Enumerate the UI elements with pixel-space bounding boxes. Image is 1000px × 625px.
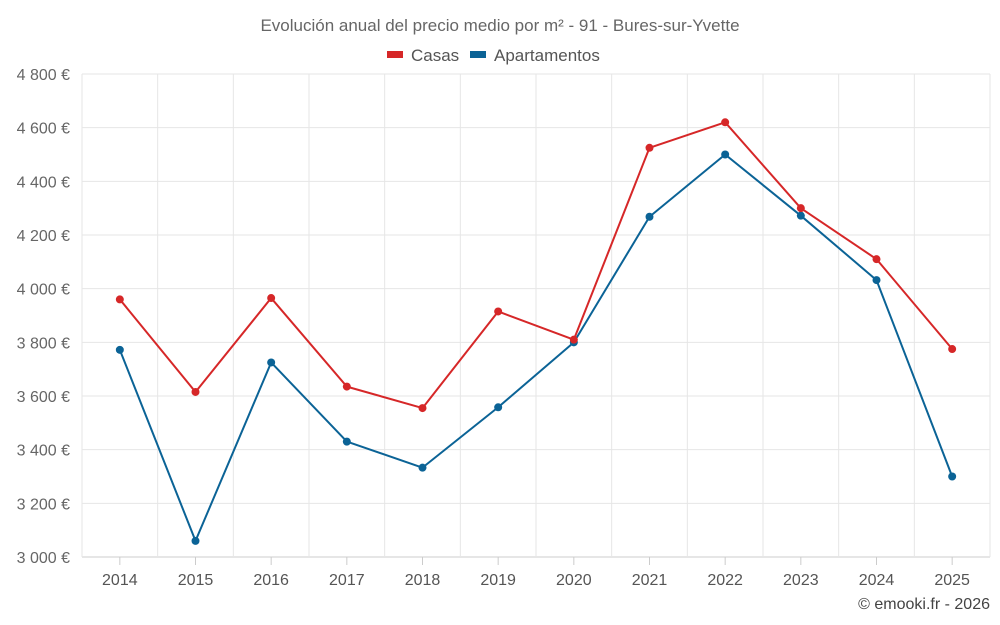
- legend-label-apartamentos[interactable]: Apartamentos: [494, 46, 600, 65]
- y-tick-label: 4 400 €: [17, 174, 70, 191]
- data-point-apartamentos[interactable]: [494, 403, 503, 412]
- data-point-apartamentos[interactable]: [115, 345, 124, 354]
- data-point-casas[interactable]: [115, 295, 124, 304]
- data-point-casas[interactable]: [418, 404, 427, 413]
- x-axis: 2014 2015 2016 2017 2018 2019 2020 2021 2022 2023…: [102, 557, 970, 589]
- y-tick-label: 3 000 €: [17, 550, 70, 567]
- data-point-apartamentos[interactable]: [645, 212, 654, 221]
- x-tick-label: 2014: [102, 572, 138, 589]
- y-tick-label: 3 400 €: [17, 443, 70, 460]
- legend: Casas Apartamentos: [387, 46, 600, 65]
- x-tick-label: 2021: [632, 572, 668, 589]
- series-line-casas: [119, 121, 953, 410]
- legend-label-casas[interactable]: Casas: [411, 46, 459, 65]
- legend-swatch-casas: [387, 51, 403, 58]
- x-tick-label: 2016: [253, 572, 289, 589]
- data-point-apartamentos[interactable]: [191, 536, 200, 545]
- data-point-casas[interactable]: [191, 387, 200, 396]
- data-point-apartamentos[interactable]: [342, 437, 351, 446]
- data-point-casas[interactable]: [872, 255, 881, 264]
- data-point-casas[interactable]: [342, 382, 351, 391]
- y-tick-label: 4 800 €: [17, 67, 70, 84]
- series-casas: [115, 118, 957, 413]
- x-tick-label: 2017: [329, 572, 365, 589]
- grid: [81, 73, 991, 558]
- x-tick-label: 2024: [859, 572, 895, 589]
- x-tick-label: 2015: [178, 572, 214, 589]
- y-tick-label: 4 000 €: [17, 282, 70, 299]
- data-point-apartamentos[interactable]: [267, 358, 276, 367]
- series-line-apartamentos: [118, 153, 954, 542]
- y-tick-label: 4 200 €: [17, 228, 70, 245]
- data-point-casas[interactable]: [721, 118, 730, 127]
- data-point-apartamentos[interactable]: [948, 472, 957, 481]
- series: [115, 118, 957, 545]
- data-point-apartamentos[interactable]: [418, 463, 427, 472]
- x-tick-label: 2025: [934, 572, 970, 589]
- x-tick-label: 2020: [556, 572, 592, 589]
- chart-title: Evolución anual del precio medio por m² …: [260, 16, 739, 35]
- data-point-casas[interactable]: [494, 307, 503, 316]
- data-point-apartamentos[interactable]: [872, 276, 881, 285]
- y-tick-label: 3 800 €: [17, 335, 70, 352]
- data-point-casas[interactable]: [267, 294, 276, 303]
- data-point-casas[interactable]: [948, 345, 957, 354]
- x-tick-label: 2019: [480, 572, 516, 589]
- data-point-casas[interactable]: [645, 143, 654, 152]
- data-point-casas[interactable]: [796, 204, 805, 213]
- y-axis: 3 000 € 3 200 € 3 400 € 3 600 € 3 800 € 4 000…: [17, 67, 70, 567]
- y-tick-label: 4 600 €: [17, 121, 70, 138]
- x-tick-label: 2023: [783, 572, 819, 589]
- legend-swatch-apartamentos: [470, 51, 486, 58]
- data-point-apartamentos[interactable]: [796, 211, 805, 220]
- data-point-apartamentos[interactable]: [721, 150, 730, 159]
- x-tick-label: 2018: [405, 572, 441, 589]
- y-tick-label: 3 200 €: [17, 496, 70, 513]
- data-point-casas[interactable]: [569, 335, 578, 344]
- credit-text: © emooki.fr - 2026: [858, 596, 990, 613]
- x-tick-label: 2022: [707, 572, 743, 589]
- y-tick-label: 3 600 €: [17, 389, 70, 406]
